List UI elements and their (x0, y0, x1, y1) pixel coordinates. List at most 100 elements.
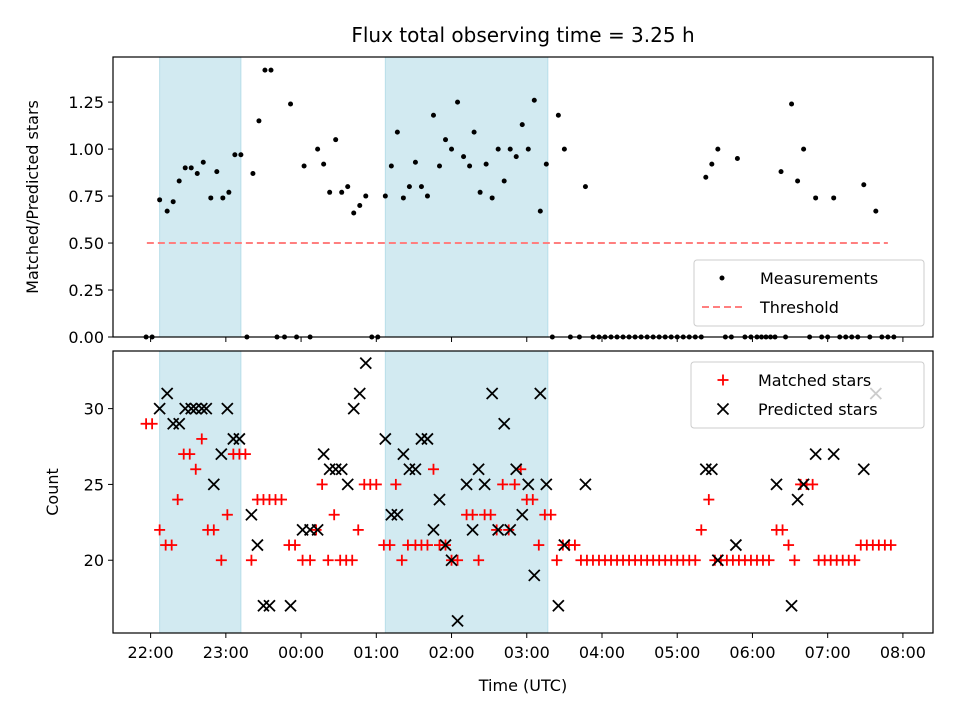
bottom-x-axis: 22:00 23:00 00:00 01:00 02:00 03:00 04:00 05:00… (128, 633, 926, 662)
predicted-star-point (827, 447, 840, 461)
predicted-star-point (233, 432, 246, 446)
measurement-point (406, 184, 412, 190)
x-tick-label: 07:00 (805, 643, 851, 662)
predicted-star-point (809, 447, 822, 461)
matched-star-point (221, 509, 233, 521)
predicted-star-point (195, 402, 208, 415)
x-tick-label: 04:00 (579, 643, 625, 662)
measurement-point (703, 174, 709, 180)
measurement-point (232, 152, 238, 158)
matched-star-point (421, 539, 433, 551)
x-tick-label: 02:00 (428, 643, 474, 662)
measurement-point (477, 189, 483, 195)
x-tick-label: 00:00 (278, 643, 324, 662)
predicted-star-point (409, 463, 422, 476)
measurement-point (208, 195, 214, 201)
matched-star-point (289, 539, 301, 551)
measurement-point (537, 208, 543, 214)
measurement-point (188, 165, 194, 171)
x-tick-label: 06:00 (729, 643, 775, 662)
matched-star-point (370, 478, 382, 490)
predicted-star-point (227, 432, 240, 446)
predicted-star-point (421, 432, 434, 446)
measurement-point (461, 154, 467, 160)
measurement-point (789, 101, 795, 107)
measurement-point (801, 146, 807, 152)
predicted-star-point (785, 599, 798, 612)
predicted-star-point (797, 478, 810, 491)
predicted-star-point (251, 538, 264, 552)
bottom-axes-frame (112, 350, 934, 634)
predicted-star-point (284, 599, 297, 612)
legend-measurements-label: Measurements (760, 269, 878, 288)
matched-star-point (533, 539, 545, 551)
bottom-observing-windows (159, 350, 549, 634)
measurement-point (226, 189, 232, 195)
predicted-star-point (451, 614, 464, 628)
predicted-star-point (510, 463, 523, 476)
measurement-point (734, 155, 740, 161)
measurement-point (170, 199, 176, 205)
predicted-star-point (729, 538, 743, 552)
top-y-tick-label: 1.00 (68, 140, 104, 159)
ratio-panel: 0.00 0.25 0.50 0.75 1.00 1.25 Matched/Predict… (23, 56, 934, 347)
measurement-point (238, 152, 244, 158)
matched-star-point (322, 554, 334, 566)
matched-star-point (783, 539, 795, 551)
top-y-tick-label: 0.75 (68, 187, 104, 206)
predicted-star-point (460, 478, 473, 491)
measurement-point (339, 189, 345, 195)
measurement-point (531, 97, 537, 103)
top-legend-box (693, 259, 925, 327)
predicted-star-point (466, 523, 479, 537)
predicted-star-point (179, 402, 192, 415)
predicted-star-point (791, 493, 804, 506)
bottom-y-tick-label: 30 (84, 400, 104, 419)
measurement-point (412, 159, 418, 165)
matched-star-point (166, 539, 178, 551)
measurement-point (424, 193, 430, 199)
predicted-star-point (403, 463, 416, 476)
matched-star-point (208, 524, 220, 536)
top-axes-frame (112, 56, 934, 338)
x-tick-label: 08:00 (880, 643, 926, 662)
measurement-point (507, 146, 513, 152)
predicted-star-point (516, 508, 529, 521)
measurement-point (220, 195, 226, 201)
measurement-point (333, 137, 339, 143)
predicted-star-point (215, 447, 228, 461)
predicted-star-point (173, 417, 186, 430)
predicted-star-point (528, 569, 541, 582)
measurement-point (301, 163, 307, 169)
measurement-point (382, 193, 388, 199)
measurement-point (164, 208, 170, 214)
measurement-point (268, 67, 274, 73)
measurement-point (400, 195, 406, 201)
measurement-point (873, 208, 879, 214)
predicted-star-point (167, 417, 180, 430)
measurement-point (200, 159, 206, 165)
matched-star-point (763, 554, 775, 566)
matched-star-point (497, 478, 509, 490)
matched-star-point (184, 448, 196, 460)
matched-star-point (485, 509, 497, 521)
predicted-star-point (341, 478, 354, 491)
x-tick-label: 05:00 (654, 643, 700, 662)
matched-star-point (473, 554, 485, 566)
matched-star-point (452, 554, 464, 566)
matched-star-point (467, 509, 479, 521)
matched-star-point (196, 433, 208, 445)
matched-star-point (503, 524, 515, 536)
matched-star-point (491, 524, 503, 536)
matched-star-point (527, 494, 539, 506)
legend-predicted-label: Predicted stars (758, 400, 878, 419)
matched-star-point (695, 524, 707, 536)
measurement-point (813, 195, 819, 201)
matched-star-point (569, 539, 581, 551)
matched-star-points (140, 418, 897, 566)
measurement-point (418, 184, 424, 190)
top-observing-window-1 (159, 56, 242, 338)
predicted-star-point (397, 447, 410, 461)
x-tick-label: 22:00 (128, 643, 174, 662)
measurement-point (561, 146, 567, 152)
